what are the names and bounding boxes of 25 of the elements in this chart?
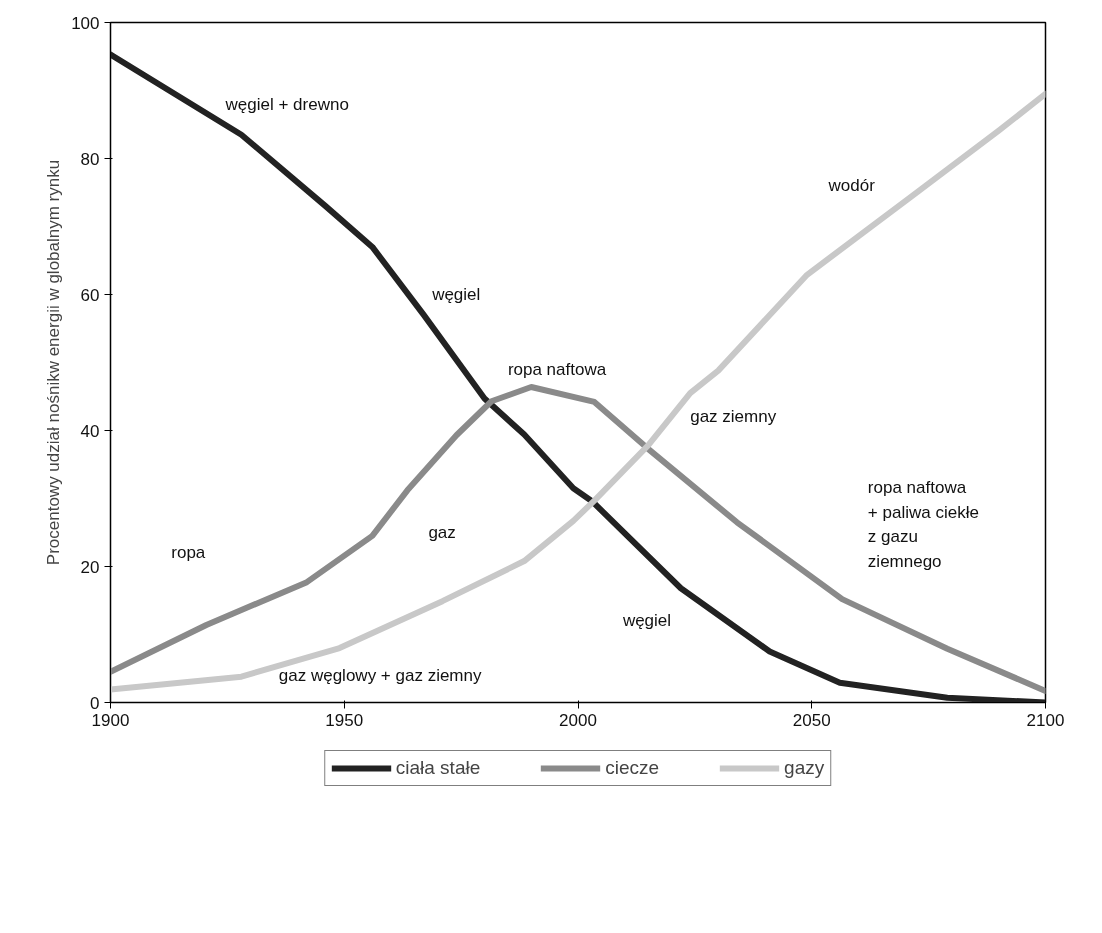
x-tick-label: 2050 <box>792 710 831 730</box>
legend-label: ciecze <box>605 757 660 779</box>
annotation: węgiel <box>431 285 481 304</box>
y-tick-label: 60 <box>80 285 100 305</box>
y-axis-title: Procentowy udział nośnikw energii w globalnym rynku <box>44 159 64 566</box>
x-tick-label: 1900 <box>91 710 130 730</box>
annotation: gaz <box>428 523 456 542</box>
y-tick-label: 40 <box>80 421 100 441</box>
annotation: ropa <box>171 543 206 563</box>
annotation: węgiel + drewno <box>224 94 349 114</box>
x-tick-label: 1950 <box>325 710 364 730</box>
y-tick-label: 80 <box>80 149 100 169</box>
annotation: ropa naftowa + paliwa ciekłe z gazu ziemnego <box>867 478 979 572</box>
legend-label: ciała stałe <box>395 757 481 779</box>
y-tick-label: 100 <box>71 13 100 33</box>
legend-label: gazy <box>784 757 825 779</box>
annotation: gaz ziemny <box>690 407 777 427</box>
x-tick-label: 2100 <box>1026 710 1065 730</box>
annotation: węgiel <box>621 611 672 631</box>
annotation: wodór <box>827 176 876 196</box>
y-tick-label: 20 <box>80 557 100 577</box>
annotation: ropa naftowa <box>507 359 607 379</box>
y-tick-label: 0 <box>90 693 100 713</box>
annotation: gaz węglowy + gaz ziemny <box>278 665 482 685</box>
x-tick-label: 2000 <box>559 710 597 730</box>
